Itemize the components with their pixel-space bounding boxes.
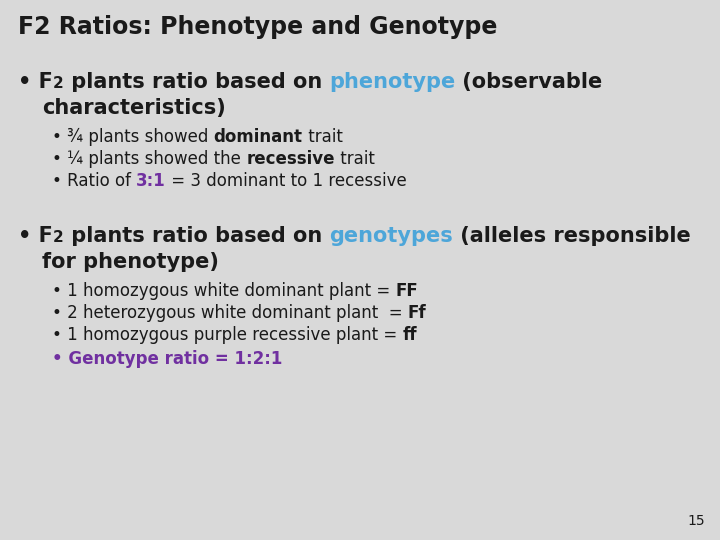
Text: FF: FF [395, 282, 418, 300]
Text: • Ratio of: • Ratio of [52, 172, 136, 190]
Text: plants ratio based on: plants ratio based on [63, 226, 329, 246]
Text: 2: 2 [53, 230, 63, 245]
Text: characteristics): characteristics) [42, 98, 226, 118]
Text: trait: trait [335, 150, 374, 168]
Text: (observable: (observable [455, 72, 603, 92]
Text: (alleles responsible: (alleles responsible [453, 226, 690, 246]
Text: 2: 2 [53, 76, 63, 91]
Text: 15: 15 [688, 514, 705, 528]
Text: • F: • F [18, 226, 53, 246]
Text: • ¾ plants showed: • ¾ plants showed [52, 128, 214, 146]
Text: for phenotype): for phenotype) [42, 252, 219, 272]
Text: ff: ff [402, 326, 417, 344]
Text: • Genotype ratio = 1:2:1: • Genotype ratio = 1:2:1 [52, 350, 282, 368]
Text: 3:1: 3:1 [136, 172, 166, 190]
Text: • ¼ plants showed the: • ¼ plants showed the [52, 150, 246, 168]
Text: Ff: Ff [408, 304, 426, 322]
Text: = 3 dominant to 1 recessive: = 3 dominant to 1 recessive [166, 172, 407, 190]
Text: recessive: recessive [246, 150, 335, 168]
Text: • 2 heterozygous white dominant plant  =: • 2 heterozygous white dominant plant = [52, 304, 408, 322]
Text: • F: • F [18, 72, 53, 92]
Text: F2 Ratios: Phenotype and Genotype: F2 Ratios: Phenotype and Genotype [18, 15, 498, 39]
Text: plants ratio based on: plants ratio based on [63, 72, 329, 92]
Text: • 1 homozygous white dominant plant =: • 1 homozygous white dominant plant = [52, 282, 395, 300]
Text: • 1 homozygous purple recessive plant =: • 1 homozygous purple recessive plant = [52, 326, 402, 344]
Text: genotypes: genotypes [329, 226, 453, 246]
Text: phenotype: phenotype [329, 72, 455, 92]
Text: dominant: dominant [214, 128, 302, 146]
Text: trait: trait [302, 128, 343, 146]
